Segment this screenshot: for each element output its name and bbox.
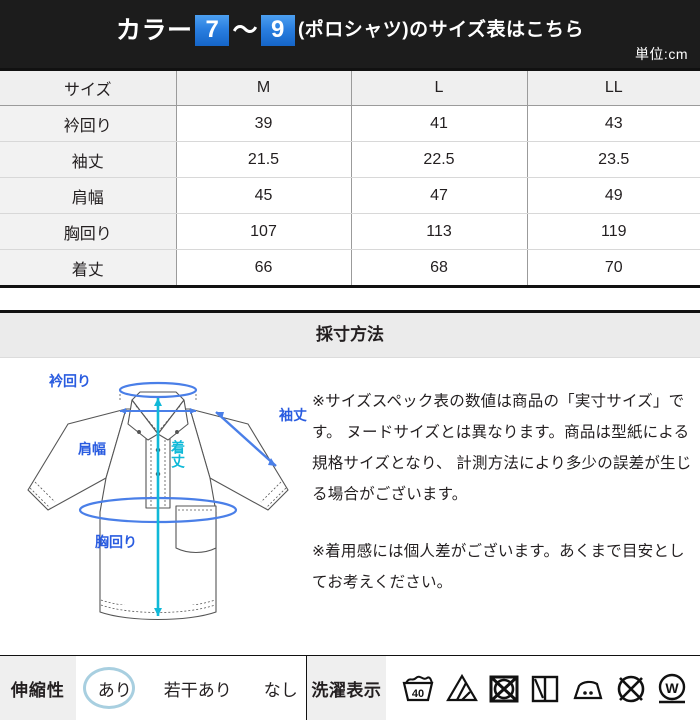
sleeve-measure-line (215, 411, 277, 467)
page-title: カラー 7 〜 9 (ポロシャツ)のサイズ表はこちら (0, 13, 700, 46)
row-label-shoulder: 肩幅 (0, 177, 177, 214)
line-dry-icon (531, 675, 559, 703)
row-label-sleeve: 袖丈 (0, 141, 177, 178)
column-header-size: サイズ (0, 71, 177, 106)
stretch-option-jakkan-ari-label: 若干あり (163, 680, 232, 700)
row-label-collar: 衿回り (0, 105, 177, 142)
cell-chest-m: 107 (176, 213, 352, 250)
cell-sleeve-ll: 23.5 (527, 141, 700, 178)
care-symbols: 40 (386, 656, 700, 720)
diagram-label-collar: 衿回り (49, 373, 91, 389)
wash-temp-value: 40 (412, 688, 424, 700)
cell-length-l: 68 (351, 249, 528, 285)
table-row: 肩幅 45 47 49 (0, 177, 700, 214)
attributes-bar: 伸縮性 あり 若干あり なし 洗濯表示 40 (0, 655, 700, 720)
table-row: 衿回り 39 41 43 (0, 105, 700, 142)
title-suffix: (ポロシャツ)のサイズ表はこちら (297, 19, 585, 41)
table-row: 袖丈 21.5 22.5 23.5 (0, 141, 700, 178)
column-header-ll: LL (527, 71, 700, 106)
cell-shoulder-l: 47 (351, 177, 528, 214)
column-header-l: L (351, 71, 528, 106)
color-chip-start: 7 (195, 14, 230, 46)
cell-sleeve-l: 22.5 (351, 141, 528, 178)
diagram-label-sleeve: 袖丈 (279, 407, 307, 423)
collar-measure-line (118, 381, 198, 399)
stretch-option-ari-label: あり (97, 680, 132, 700)
cell-collar-m: 39 (176, 105, 352, 142)
no-tumble-dry-icon (489, 675, 519, 703)
shirt-illustration-svg: 衿回り 袖丈 肩幅 着丈 胸回り (27, 373, 307, 620)
cell-collar-ll: 43 (527, 105, 700, 142)
table-row: 胸回り 107 113 119 (0, 213, 700, 250)
stretch-option-nashi-label: なし (263, 680, 298, 700)
column-header-m: M (176, 71, 352, 106)
cell-shoulder-m: 45 (176, 177, 352, 214)
wash-tub-40-icon: 40 (402, 675, 434, 702)
table-header-row: サイズ M L LL (0, 71, 700, 106)
color-chip-end: 9 (260, 14, 295, 46)
no-dry-clean-icon (617, 675, 645, 703)
title-prefix: カラー (115, 16, 193, 45)
polo-shirt-diagram: 衿回り 袖丈 肩幅 着丈 胸回り (8, 362, 308, 640)
wet-clean-w-icon: W (658, 673, 686, 704)
size-table-block: サイズ M L LL 衿回り 39 41 43 袖丈 21.5 22.5 23. (0, 68, 700, 288)
method-section-heading: 採寸方法 (0, 310, 700, 358)
page-header: カラー 7 〜 9 (ポロシャツ)のサイズ表はこちら 単位:cm (0, 0, 700, 68)
size-table: サイズ M L LL 衿回り 39 41 43 袖丈 21.5 22.5 23. (0, 71, 700, 285)
cell-shoulder-ll: 49 (527, 177, 700, 214)
diagram-label-shoulder: 肩幅 (78, 441, 106, 457)
row-label-length: 着丈 (0, 249, 177, 285)
diagram-label-length: 着丈 (170, 439, 186, 469)
care-label: 洗濯表示 (305, 656, 386, 720)
cell-length-ll: 70 (527, 249, 700, 285)
cell-collar-l: 41 (351, 105, 528, 142)
stretch-option-nashi[interactable]: なし (256, 672, 306, 705)
stretch-label: 伸縮性 (0, 656, 76, 720)
measurement-notes: ※サイズスペック表の数値は商品の「実寸サイズ」です。 ヌードサイズとは異なります… (312, 386, 694, 598)
stretch-option-ari[interactable]: あり (90, 672, 140, 705)
diagram-label-chest: 胸回り (95, 534, 137, 550)
stretch-option-jakkan-ari[interactable]: 若干あり (156, 672, 240, 705)
table-row: 着丈 66 68 70 (0, 249, 700, 285)
section-gap (0, 288, 700, 310)
method-content: 衿回り 袖丈 肩幅 着丈 胸回り ※サイズスペック表の数値は商品の「実寸サイズ」… (0, 358, 700, 644)
iron-two-dots-icon (573, 680, 603, 700)
range-mark: 〜 (232, 16, 258, 45)
cell-length-m: 66 (176, 249, 352, 285)
note-paragraph-1: ※サイズスペック表の数値は商品の「実寸サイズ」です。 ヌードサイズとは異なります… (312, 393, 692, 503)
stretch-options: あり 若干あり なし (76, 656, 306, 720)
bleach-triangle-icon (446, 673, 478, 702)
unit-note: 単位:cm (634, 46, 688, 62)
cell-chest-l: 113 (351, 213, 528, 250)
note-paragraph-2: ※着用感には個人差がございます。あくまで目安としてお考えください。 (312, 543, 685, 591)
wet-clean-letter: W (665, 680, 679, 696)
row-label-chest: 胸回り (0, 213, 177, 250)
cell-sleeve-m: 21.5 (176, 141, 352, 178)
cell-chest-ll: 119 (527, 213, 700, 250)
